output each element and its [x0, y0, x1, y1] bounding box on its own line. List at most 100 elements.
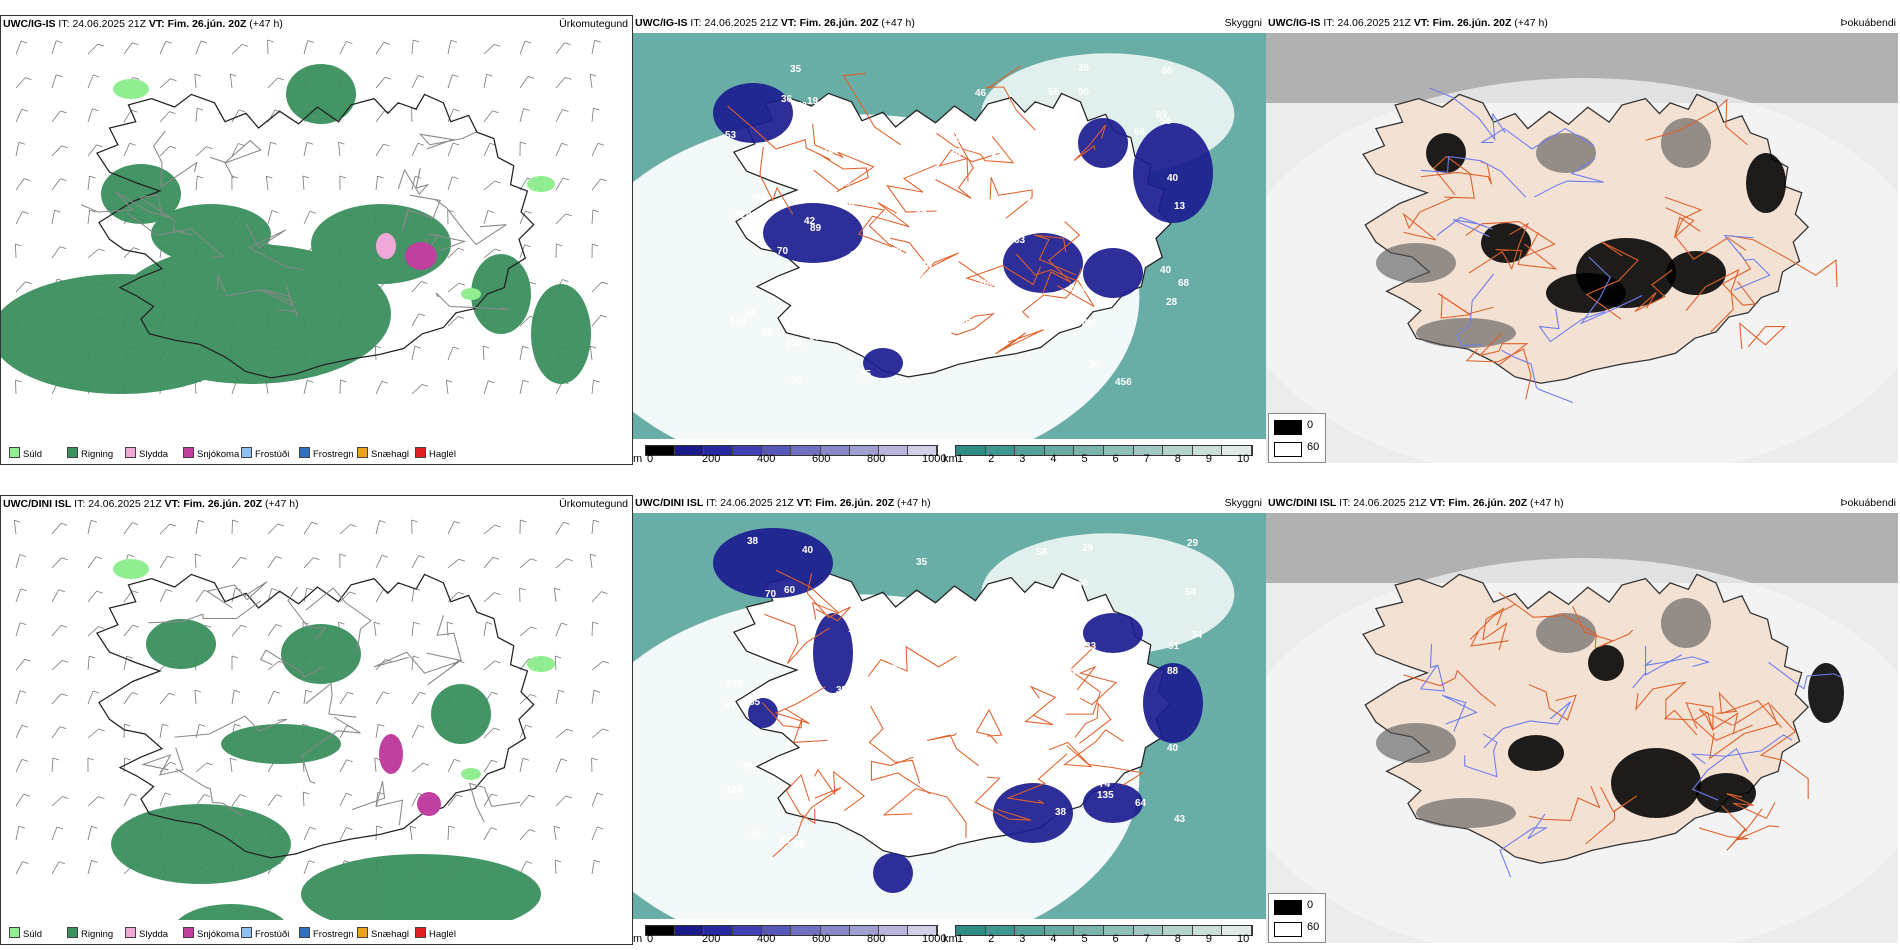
- ceiling-value: 89: [1156, 110, 1168, 121]
- snow-areas: [376, 233, 437, 270]
- fog-legend-high: 0: [1307, 899, 1314, 911]
- lead-time: (+47 h): [265, 498, 299, 510]
- colorbar-tick: 7: [1143, 933, 1150, 945]
- ceiling-value: 51: [844, 259, 856, 270]
- legend-label: Frostregn: [313, 929, 354, 940]
- ceiling-value: 204: [1069, 283, 1086, 294]
- valid-time: Fim. 26.jún. 20Z: [1448, 497, 1528, 509]
- fog-partial: [1376, 598, 1711, 828]
- road-network: [761, 569, 1144, 858]
- ceiling-value: 88: [1167, 666, 1179, 677]
- colorbar-tick: 200: [702, 453, 721, 465]
- colorbar-tick: 1000: [922, 453, 947, 465]
- legend-label: Snæhagl: [371, 929, 410, 940]
- colorbar-tick: 800: [867, 933, 886, 945]
- colorbar-tick: 400: [757, 933, 776, 945]
- ceiling-value: 43: [1174, 814, 1186, 825]
- init-label: IT:: [690, 17, 702, 29]
- ceiling-value: 68: [1178, 278, 1190, 289]
- ceiling-value: 70: [791, 376, 803, 387]
- ceiling-value: 40: [1167, 173, 1179, 184]
- ceiling-visibility-panel: UWC/DINI ISL IT: 24.06.2025 21Z VT: Fim.…: [633, 495, 1266, 945]
- precip-legend: Súld Rigning Slydda Snjókoma Frostúði Frostre…: [1, 920, 632, 944]
- ceiling-value: 76: [913, 272, 925, 283]
- ceiling-value: 37: [785, 601, 797, 612]
- legend-swatch: [9, 927, 20, 938]
- valid-time: Fim. 26.jún. 20Z: [183, 498, 263, 510]
- panel-title: UWC/DINI ISL IT: 24.06.2025 21Z VT: Fim.…: [3, 498, 299, 510]
- ceiling-value: 51: [912, 734, 924, 745]
- ceiling-value: 65: [960, 318, 972, 329]
- visibility-scale-bar: km 1 2 3 4 5 6 7 8 9 10: [943, 921, 1253, 945]
- ceiling-value: 163: [1056, 310, 1073, 321]
- init-time: 24.06.2025 21Z: [720, 497, 794, 509]
- legend-item: Rigning: [67, 927, 113, 940]
- legend-swatch: [125, 447, 136, 458]
- ceiling-value: 100: [978, 278, 995, 289]
- ceiling-value: 58: [1036, 547, 1048, 558]
- legend-swatch: [67, 927, 78, 938]
- legend-item: Snæhagl: [357, 927, 409, 940]
- ceiling-value: 148: [888, 152, 905, 163]
- precip-legend: Súld Rigning Slydda Snjókoma Frostúði Frostre…: [1, 440, 632, 464]
- colorbar: [955, 445, 1253, 456]
- legend-item: Snjókoma: [183, 447, 239, 460]
- ceiling-value: 85: [860, 369, 872, 380]
- ceiling-value: 30: [1089, 360, 1101, 371]
- precip-type-panel: UWC/DINI ISL IT: 24.06.2025 21Z VT: Fim.…: [0, 495, 633, 945]
- colorbar-tick: 8: [1174, 933, 1181, 945]
- init-time: 24.06.2025 21Z: [72, 18, 146, 30]
- ceiling-value: 149: [730, 316, 747, 327]
- valid-time: Fim. 26.jún. 20Z: [799, 17, 879, 29]
- ceiling-value: 61: [955, 134, 967, 145]
- ceiling-value: 44: [1067, 146, 1079, 157]
- legend-swatch: [299, 927, 310, 938]
- colorbar-tick: 9: [1205, 453, 1212, 465]
- colorbar-tick: 5: [1081, 933, 1088, 945]
- ceiling-value: 54: [913, 327, 925, 338]
- road-network: [141, 581, 521, 826]
- map-background: [1, 514, 632, 920]
- legend-label: Snjókoma: [197, 929, 240, 940]
- ceiling-value: 54: [1185, 587, 1197, 598]
- wind-barbs: [13, 519, 610, 875]
- ceiling-value: 239: [1061, 666, 1078, 677]
- legend-label: Haglél: [429, 449, 456, 460]
- colorbar-tick: 4: [1050, 933, 1057, 945]
- ceiling-value: 70: [765, 589, 777, 600]
- ceiling-value: 38: [1055, 807, 1067, 818]
- lead-time: (+47 h): [897, 497, 931, 509]
- colorbar-tick: 6: [1112, 933, 1119, 945]
- init-label: IT:: [1323, 17, 1335, 29]
- fog-indicator-panel: UWC/IG-IS IT: 24.06.2025 21Z VT: Fim. 26…: [1266, 15, 1900, 465]
- ceiling-value: 31: [850, 250, 862, 261]
- ceiling-value: 85: [916, 210, 928, 221]
- legend-item: Súld: [9, 447, 42, 460]
- legend-label: Snjókoma: [197, 449, 240, 460]
- colorbar-tick: 1: [957, 453, 964, 465]
- init-label: IT:: [74, 498, 86, 510]
- road-network: [1420, 87, 1771, 404]
- rain-areas: [111, 619, 541, 920]
- product-name: Úrkomutegund: [559, 498, 628, 510]
- legend-swatch: [9, 447, 20, 458]
- model-name: UWC/DINI ISL: [1268, 497, 1337, 509]
- ceiling-value: 324: [735, 210, 752, 221]
- ceiling-value: 60: [952, 147, 964, 158]
- ceiling-scale-bar: m 0 200 400 600 800 1000: [633, 921, 946, 945]
- ceiling-value: 74: [1099, 779, 1111, 790]
- ceiling-value: 32: [860, 287, 872, 298]
- ceiling-value: 36: [793, 839, 805, 850]
- road-network: [727, 65, 1107, 355]
- lead-time: (+47 h): [1530, 497, 1564, 509]
- ceiling-visibility-panel: UWC/IG-IS IT: 24.06.2025 21Z VT: Fim. 26…: [633, 15, 1266, 465]
- model-name: UWC/IG-IS: [1268, 17, 1321, 29]
- ceiling-value: 38: [843, 202, 855, 213]
- ceiling-value: 56: [1160, 116, 1172, 127]
- ceiling-value: 34: [1191, 630, 1203, 641]
- legend-swatch: [357, 447, 368, 458]
- fog-swatch-high: [1274, 420, 1302, 435]
- legend-item: Slydda: [125, 447, 168, 460]
- legend-label: Frostúði: [255, 929, 290, 940]
- init-time: 24.06.2025 21Z: [1353, 497, 1427, 509]
